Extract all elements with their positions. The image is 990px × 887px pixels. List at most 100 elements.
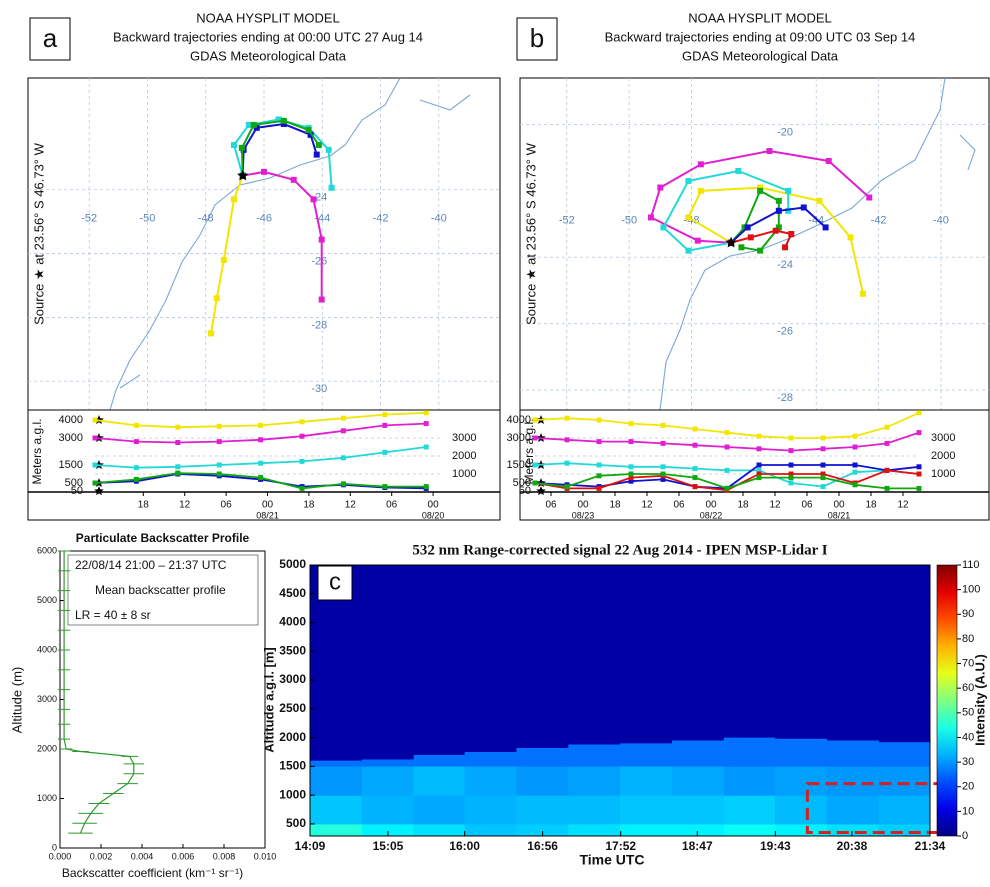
heatmap-cell — [826, 795, 879, 825]
trajectory-point — [238, 144, 245, 151]
heatmap-cell — [878, 742, 931, 767]
altitude-point — [596, 417, 602, 423]
chart-title: GDAS Meteorological Data — [682, 48, 839, 63]
y-tick-label: 6000 — [37, 545, 57, 555]
x-tick-label: 00 — [577, 500, 589, 511]
altitude-point — [820, 484, 826, 490]
altitude-point — [756, 446, 762, 452]
altitude-point — [564, 460, 570, 466]
altitude-point — [628, 471, 634, 477]
x-axis-label: Time UTC — [579, 852, 644, 868]
panel-label-box — [317, 565, 353, 601]
altitude-point — [133, 422, 139, 428]
altitude-point — [820, 475, 826, 481]
altitude-point — [724, 430, 730, 436]
lon-tick-label: -40 — [933, 215, 949, 227]
x-tick-label: 18 — [138, 500, 150, 511]
altitude-point — [884, 485, 890, 491]
heatmap-cell — [310, 766, 363, 796]
heatmap-cell — [413, 754, 466, 767]
heatmap-cell — [826, 740, 879, 767]
colorbar-tick-label: 20 — [962, 781, 974, 793]
altitude-point — [532, 462, 538, 468]
x-date-label: 08/22 — [700, 510, 723, 520]
altitude-point — [628, 421, 634, 427]
x-tick-label: 00 — [262, 500, 274, 511]
heatmap-cell — [568, 795, 621, 825]
trajectory-point — [261, 168, 267, 175]
altitude-point — [596, 462, 602, 468]
start-height-label: 500 — [65, 477, 83, 489]
colorbar-tick-label: 90 — [962, 608, 974, 620]
heatmap-cell — [671, 740, 725, 767]
x-axis-label: Backscatter coefficient (km⁻¹ sr⁻¹) — [62, 866, 243, 880]
heatmap-cell — [671, 766, 725, 796]
lon-tick-label: -52 — [81, 212, 97, 224]
altitude-point — [216, 423, 222, 429]
trajectory-point — [647, 214, 654, 221]
altitude-point — [660, 464, 666, 470]
altitude-point — [628, 475, 634, 481]
altitude-point — [756, 475, 762, 481]
altitude-point — [916, 430, 922, 436]
trajectory-point — [220, 256, 227, 263]
heatmap-cell — [723, 766, 776, 796]
heatmap-cell — [310, 760, 363, 767]
y-tick-label: 4500 — [279, 586, 306, 600]
altitude-point — [423, 421, 429, 427]
lat-tick-label: -28 — [311, 319, 327, 331]
colorbar-tick-label: 30 — [962, 756, 974, 768]
lon-tick-label: -52 — [559, 215, 575, 227]
trajectory-point — [250, 121, 257, 128]
start-height-label: 500 — [513, 477, 531, 489]
heatmap-cell — [464, 751, 517, 767]
altitude-point — [175, 440, 181, 445]
trajectory-point — [822, 224, 829, 231]
altitude-point — [660, 471, 666, 477]
y-tick-label: 1500 — [279, 759, 306, 773]
trajectory-point — [757, 247, 764, 254]
trajectory-point — [280, 117, 287, 124]
trajectory — [242, 170, 323, 300]
heatmap-cell — [413, 766, 466, 796]
altitude-point — [133, 476, 139, 482]
chart-title: NOAA HYSPLIT MODEL — [196, 10, 340, 25]
x-tick-label: 18 — [609, 500, 621, 511]
y-tick-label: 3000 — [931, 432, 955, 444]
heatmap-cell — [620, 823, 673, 837]
altitude-point — [660, 476, 666, 482]
heatmap-cell — [671, 795, 725, 825]
lat-tick-label: -24 — [777, 259, 793, 271]
altitude-point — [423, 410, 429, 416]
heatmap-cell — [774, 823, 828, 837]
altitude-point — [340, 428, 346, 434]
x-tick-label: 16:00 — [449, 839, 480, 853]
altitude-point — [788, 435, 794, 441]
x-date-label: 08/21 — [828, 510, 851, 520]
lon-tick-label: -40 — [431, 212, 447, 224]
heatmap-cell — [464, 766, 517, 796]
altitude-point — [628, 464, 634, 470]
start-height-label: 4000 — [507, 414, 531, 426]
trajectory-point — [660, 224, 667, 231]
lon-tick-label: -46 — [256, 212, 272, 224]
note: Mean backscatter profile — [95, 583, 226, 597]
trajectory-point — [775, 207, 782, 214]
x-tick-label: 0.008 — [213, 851, 236, 861]
altitude-point — [852, 444, 858, 450]
trajectory-point — [738, 244, 745, 251]
chart-title: NOAA HYSPLIT MODEL — [688, 10, 832, 25]
colorbar — [936, 564, 958, 837]
altitude-point — [564, 437, 570, 443]
trajectory-point — [310, 196, 317, 203]
trajectory-point — [230, 196, 237, 203]
colorbar-tick-label: 110 — [962, 559, 980, 571]
heatmap-cell — [361, 766, 415, 796]
start-height-label: 3000 — [507, 432, 531, 444]
altitude-point — [852, 469, 858, 475]
y-tick-label: 1000 — [279, 787, 306, 801]
x-tick-label: 21:34 — [915, 839, 946, 853]
altitude-point — [92, 435, 98, 441]
start-height-label: 4000 — [59, 414, 83, 426]
altitude-point — [423, 484, 429, 490]
